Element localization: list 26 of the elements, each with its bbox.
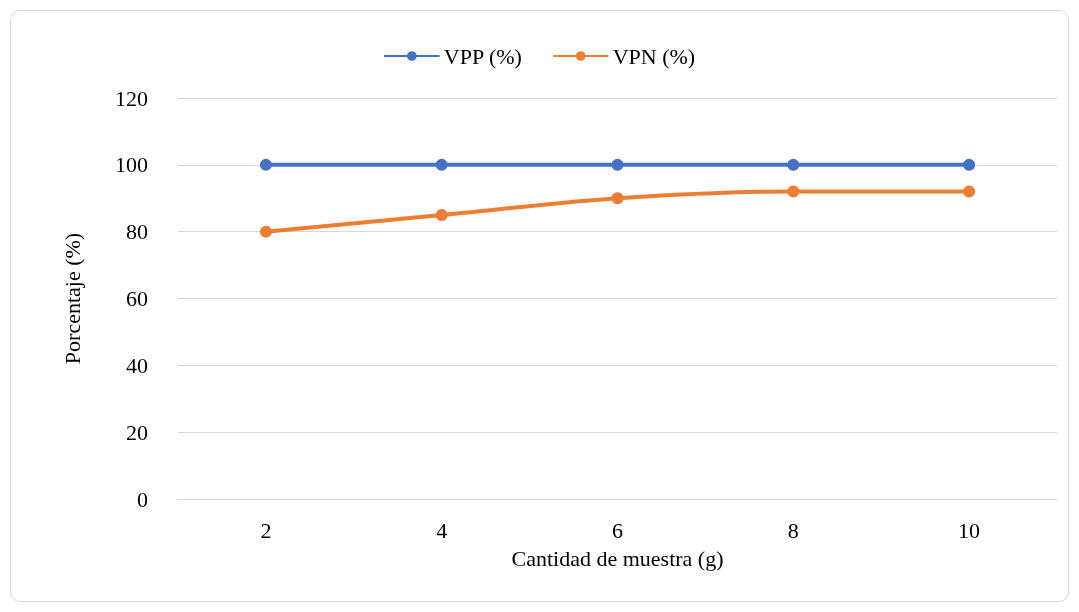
x-tick-label: 2 — [260, 517, 272, 543]
x-tick-label: 8 — [787, 517, 799, 543]
point — [435, 208, 448, 221]
legend-label: VPP (%) — [443, 43, 522, 69]
point — [435, 158, 448, 171]
point — [611, 192, 624, 205]
y-tick-label: 120 — [115, 85, 148, 111]
x-tick-label: 4 — [436, 517, 448, 543]
legend-label: VPN (%) — [612, 43, 696, 69]
y-tick-label: 80 — [126, 219, 148, 245]
x-tick-label: 6 — [612, 517, 623, 543]
y-tick-label: 100 — [115, 152, 148, 178]
point — [259, 158, 272, 171]
x-tick-label: 10 — [958, 517, 981, 543]
point — [963, 158, 976, 171]
y-axis-title: Porcentaje (%) — [59, 232, 85, 365]
point — [787, 158, 800, 171]
y-tick-label: 40 — [126, 352, 148, 378]
x-axis-title: Cantidad de muestra (g) — [511, 545, 724, 571]
y-tick-label: 0 — [137, 486, 148, 512]
point — [259, 225, 272, 238]
point — [963, 185, 976, 198]
point — [787, 185, 800, 198]
y-tick-label: 60 — [126, 286, 148, 311]
point — [611, 158, 624, 171]
y-tick-label: 20 — [126, 419, 148, 445]
